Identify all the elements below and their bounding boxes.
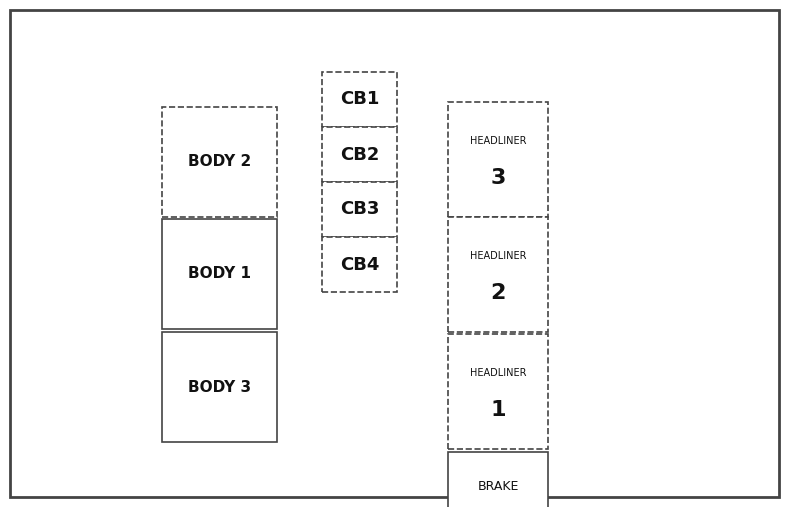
Text: CB1: CB1 (340, 91, 380, 108)
Bar (162, 332, 277, 442)
Text: BODY 2: BODY 2 (188, 155, 251, 169)
Bar (448, 102, 548, 217)
Text: HEADLINER: HEADLINER (469, 136, 526, 146)
Text: 2: 2 (490, 283, 506, 303)
Text: BODY 3: BODY 3 (188, 380, 251, 394)
Text: CB3: CB3 (340, 200, 380, 219)
Text: HEADLINER: HEADLINER (469, 251, 526, 261)
Bar (448, 334, 548, 449)
Text: CB2: CB2 (340, 146, 380, 163)
Text: BODY 1: BODY 1 (188, 267, 251, 281)
Text: 3: 3 (490, 168, 506, 188)
Text: 1: 1 (490, 400, 506, 420)
Bar (448, 452, 548, 507)
Text: CB4: CB4 (340, 256, 380, 273)
Bar (322, 72, 397, 127)
Bar (322, 237, 397, 292)
Bar (322, 182, 397, 237)
Text: HEADLINER: HEADLINER (469, 368, 526, 378)
Bar (162, 107, 277, 217)
Bar (448, 217, 548, 332)
Text: BRAKE: BRAKE (477, 480, 518, 492)
Bar (162, 219, 277, 329)
Bar (322, 127, 397, 182)
